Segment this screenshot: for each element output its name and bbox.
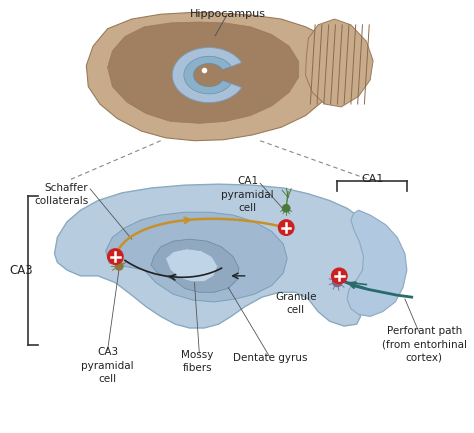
Text: Perforant path
(from entorhinal
cortex): Perforant path (from entorhinal cortex) xyxy=(382,326,467,362)
Polygon shape xyxy=(108,22,299,123)
Circle shape xyxy=(108,249,123,264)
Polygon shape xyxy=(151,239,239,292)
Circle shape xyxy=(115,262,123,270)
Text: Hippocampus: Hippocampus xyxy=(190,10,266,19)
Text: Dentate gyrus: Dentate gyrus xyxy=(233,353,307,363)
Text: Mossy
fibers: Mossy fibers xyxy=(181,350,214,373)
Circle shape xyxy=(333,277,342,287)
Polygon shape xyxy=(165,249,218,282)
Text: CA3: CA3 xyxy=(9,264,33,277)
Text: CA1: CA1 xyxy=(361,174,383,184)
Polygon shape xyxy=(86,12,339,141)
Text: CA3
pyramidal
cell: CA3 pyramidal cell xyxy=(81,347,134,384)
Polygon shape xyxy=(172,48,242,103)
Polygon shape xyxy=(306,19,373,107)
Polygon shape xyxy=(347,210,407,317)
Text: Schaffer
collaterals: Schaffer collaterals xyxy=(34,183,88,207)
Text: Granule
cell: Granule cell xyxy=(275,292,317,316)
Polygon shape xyxy=(55,184,383,328)
Circle shape xyxy=(332,268,347,284)
Text: CA1
pyramidal
cell: CA1 pyramidal cell xyxy=(221,176,274,213)
Polygon shape xyxy=(106,212,287,302)
Circle shape xyxy=(279,220,294,235)
Polygon shape xyxy=(184,56,231,94)
Circle shape xyxy=(283,205,290,212)
